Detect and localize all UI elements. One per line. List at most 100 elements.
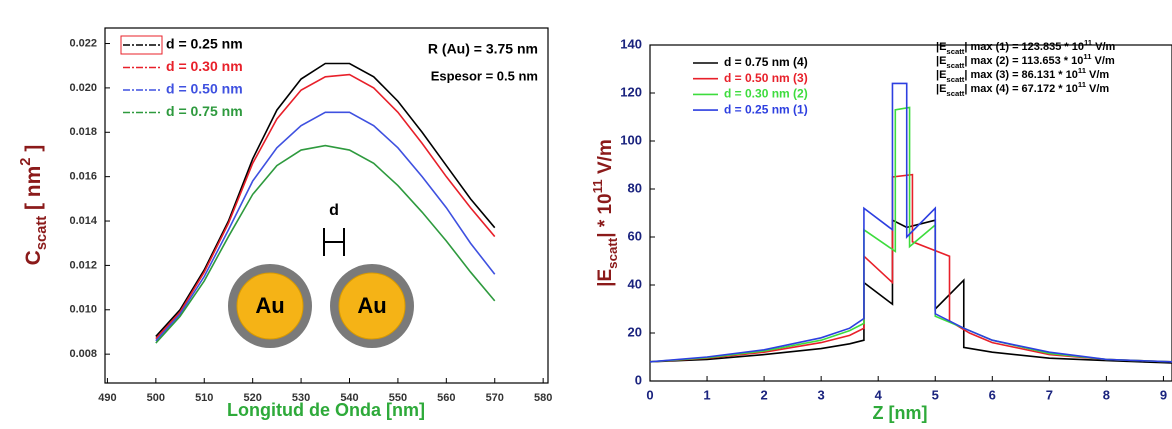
y-axis-label: Cscatt [ nm2 ] bbox=[18, 145, 50, 266]
x-tick-label: 0 bbox=[646, 387, 653, 402]
y-axis-label-part: 11 bbox=[590, 179, 605, 194]
annotation: R (Au) = 3.75 nm bbox=[428, 41, 538, 57]
x-tick-label: 8 bbox=[1103, 387, 1110, 402]
annotation: |Escatt| max (4) = 67.172 * 1011 V/m bbox=[936, 80, 1109, 98]
annotation-part: V/m bbox=[1086, 83, 1109, 95]
annotation-part: 11 bbox=[1084, 38, 1093, 47]
annotation: |Escatt| max (1) = 123.835 * 1011 V/m bbox=[936, 38, 1116, 56]
annotation: |Escatt| max (3) = 86.131 * 1011 V/m bbox=[936, 66, 1109, 84]
x-tick-label: 530 bbox=[292, 392, 310, 404]
annotation-part: 11 bbox=[1078, 80, 1087, 89]
y-tick-label: 40 bbox=[628, 276, 642, 291]
y-tick-label: 140 bbox=[620, 36, 642, 51]
x-tick-label: 7 bbox=[1046, 387, 1053, 402]
x-tick-label: 500 bbox=[147, 392, 165, 404]
x-tick-label: 1 bbox=[703, 387, 710, 402]
legend-box bbox=[120, 35, 163, 55]
legend-label: d = 0.30 nm bbox=[166, 58, 243, 74]
y-axis-label: |Escatt| * 1011 V/m bbox=[590, 139, 620, 287]
y-tick-label: 0.016 bbox=[69, 171, 97, 183]
y-axis-label-part: V/m bbox=[595, 139, 616, 179]
x-axis-label: Z [nm] bbox=[873, 403, 928, 423]
x-tick-label: 6 bbox=[989, 387, 996, 402]
y-tick-label: 0.010 bbox=[69, 304, 97, 316]
legend-label: d = 0.25 nm bbox=[166, 36, 243, 52]
y-axis-label-part: scatt bbox=[605, 237, 620, 269]
x-axis-label: Longitud de Onda [nm] bbox=[227, 400, 425, 420]
legend-label: d = 0.25 nm (1) bbox=[724, 102, 808, 116]
annotation-part: | max (3) = 86.131 * 10 bbox=[964, 69, 1077, 81]
y-tick-label: 60 bbox=[628, 228, 642, 243]
x-tick-label: 9 bbox=[1160, 387, 1167, 402]
x-tick-label: 540 bbox=[340, 392, 358, 404]
annotation-part: scatt bbox=[946, 61, 964, 70]
annotation-part: V/m bbox=[1092, 55, 1115, 67]
series-line bbox=[155, 73, 496, 340]
x-tick-label: 3 bbox=[818, 387, 825, 402]
annotation-part: 11 bbox=[1078, 66, 1087, 75]
y-axis-label-part: | * 10 bbox=[595, 193, 616, 237]
y-axis-label-part: C bbox=[22, 250, 45, 265]
y-axis-label-part: scatt bbox=[34, 216, 50, 250]
y-tick-label: 100 bbox=[620, 132, 642, 147]
annotation-part: |E bbox=[936, 69, 946, 81]
y-tick-label: 0.008 bbox=[69, 348, 97, 360]
y-axis-label-part: 2 bbox=[18, 158, 34, 166]
annotation: Au bbox=[255, 293, 284, 318]
annotation-part: V/m bbox=[1092, 41, 1115, 53]
series-line bbox=[155, 62, 496, 337]
y-tick-label: 0.022 bbox=[69, 37, 97, 49]
nanoparticles bbox=[228, 228, 414, 348]
y-axis-label-part: [ nm bbox=[22, 166, 45, 216]
annotation: |Escatt| max (2) = 113.653 * 1011 V/m bbox=[936, 52, 1115, 70]
series-line bbox=[649, 218, 1172, 364]
annotation-part: scatt bbox=[946, 75, 964, 84]
y-tick-label: 0.018 bbox=[69, 126, 97, 138]
annotation: Espesor = 0.5 nm bbox=[431, 68, 538, 83]
annotation-part: | max (2) = 113.653 * 10 bbox=[964, 55, 1083, 67]
x-tick-label: 560 bbox=[437, 392, 455, 404]
annotation-part: |E bbox=[936, 83, 946, 95]
annotation-part: |E bbox=[936, 55, 946, 67]
annotation-part: scatt bbox=[946, 47, 964, 56]
series-line bbox=[649, 82, 1172, 363]
legend-label: d = 0.30 nm (2) bbox=[724, 87, 808, 101]
y-tick-label: 0.012 bbox=[69, 259, 97, 271]
legend-label: d = 0.75 nm bbox=[166, 103, 243, 119]
annotation-part: | max (1) = 123.835 * 10 bbox=[964, 41, 1084, 53]
y-tick-label: 120 bbox=[620, 84, 642, 99]
series-line bbox=[155, 144, 496, 344]
core bbox=[236, 272, 304, 340]
y-tick-label: 0.014 bbox=[69, 215, 97, 227]
plot-frame bbox=[104, 27, 549, 384]
annotation: Au bbox=[357, 293, 386, 318]
annotation-part: V/m bbox=[1086, 69, 1109, 81]
x-tick-label: 490 bbox=[98, 392, 116, 404]
y-axis-label-part: |E bbox=[595, 269, 616, 287]
x-tick-label: 570 bbox=[486, 392, 504, 404]
annotation-part: | max (4) = 67.172 * 10 bbox=[964, 83, 1077, 95]
legend-label: d = 0.50 nm (3) bbox=[724, 71, 808, 85]
x-tick-label: 510 bbox=[195, 392, 213, 404]
y-tick-label: 0 bbox=[635, 372, 642, 387]
x-tick-label: 4 bbox=[875, 387, 883, 402]
y-axis-label-part: ] bbox=[22, 145, 45, 158]
series-line bbox=[155, 111, 496, 342]
legend-label: d = 0.75 nm (4) bbox=[724, 55, 808, 69]
core bbox=[338, 272, 406, 340]
annotation-part: 11 bbox=[1083, 52, 1092, 61]
x-tick-label: 580 bbox=[534, 392, 552, 404]
annotation-part: |E bbox=[936, 41, 946, 53]
plot-frame bbox=[649, 44, 1172, 382]
annotation-part: scatt bbox=[946, 89, 964, 98]
legend-label: d = 0.50 nm bbox=[166, 81, 243, 97]
x-tick-label: 520 bbox=[243, 392, 261, 404]
series-line bbox=[649, 106, 1172, 363]
series-line bbox=[649, 173, 1172, 363]
x-tick-label: 2 bbox=[760, 387, 767, 402]
x-tick-label: 550 bbox=[389, 392, 407, 404]
y-tick-label: 80 bbox=[628, 180, 642, 195]
y-tick-label: 0.020 bbox=[69, 82, 97, 94]
annotation: d bbox=[329, 202, 339, 219]
